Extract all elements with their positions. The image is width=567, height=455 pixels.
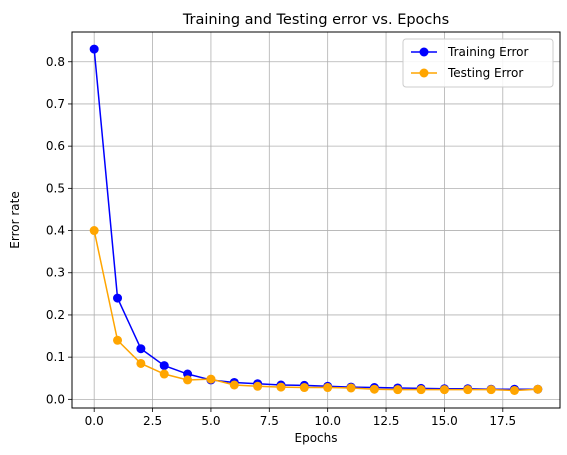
data-point [416, 385, 426, 395]
series-line [93, 49, 538, 390]
data-point [393, 385, 403, 395]
legend-item: Testing Error [411, 66, 523, 80]
data-point [346, 383, 356, 393]
chart-title: Training and Testing error vs. Epochs [182, 12, 449, 28]
y-tick-label: 0.8 [46, 55, 65, 69]
data-point [136, 344, 146, 354]
axis-ticks: 0.0 2.5 5.0 7.5 10.0 12.5 15.0 17.5 0.0 0.1 0.2 0.3… [46, 55, 516, 428]
data-point [113, 293, 123, 303]
x-tick-label: 5.0 [201, 414, 220, 428]
legend-item: Training Error [411, 45, 528, 59]
data-point [533, 384, 543, 394]
data-point [486, 385, 496, 395]
series-1 [89, 226, 543, 395]
x-axis-label: Epochs [295, 431, 338, 445]
data-point [299, 383, 309, 393]
x-tick-label: 2.5 [143, 414, 162, 428]
x-tick-label: 17.5 [489, 414, 516, 428]
data-point [229, 380, 239, 390]
y-tick-label: 0.0 [46, 392, 65, 406]
data-point [253, 381, 263, 391]
grid [72, 32, 560, 408]
data-point [463, 385, 473, 395]
legend-box [402, 38, 554, 88]
legend-swatch-marker [419, 47, 429, 57]
x-tick-label: 15.0 [431, 414, 458, 428]
data-point [276, 382, 286, 392]
data-point [89, 44, 99, 54]
y-tick-label: 0.7 [46, 97, 65, 111]
data-point [159, 361, 169, 371]
y-tick-label: 0.3 [46, 266, 65, 280]
data-point [509, 385, 519, 395]
data-point [159, 369, 169, 379]
series [89, 44, 543, 395]
x-tick-label: 7.5 [260, 414, 279, 428]
y-tick-label: 0.4 [46, 224, 65, 238]
data-point [369, 384, 379, 394]
legend-label: Training Error [447, 45, 528, 59]
data-point [136, 358, 146, 368]
data-point [89, 226, 99, 236]
y-tick-label: 0.6 [46, 139, 65, 153]
data-point [183, 375, 193, 385]
x-tick-label: 12.5 [373, 414, 400, 428]
plot-area [71, 31, 561, 409]
x-tick-label: 10.0 [314, 414, 341, 428]
y-tick-label: 0.1 [46, 350, 65, 364]
data-point [439, 385, 449, 395]
y-tick-label: 0.2 [46, 308, 65, 322]
y-tick-label: 0.5 [46, 181, 65, 195]
legend: Training Error Testing Error [402, 38, 554, 88]
data-point [206, 374, 216, 384]
legend-label: Testing Error [447, 66, 523, 80]
y-axis-label: Error rate [8, 191, 22, 248]
x-tick-label: 0.0 [85, 414, 104, 428]
legend-swatch-marker [419, 68, 429, 78]
series-0 [89, 44, 543, 394]
data-point [323, 383, 333, 393]
data-point [113, 335, 123, 345]
